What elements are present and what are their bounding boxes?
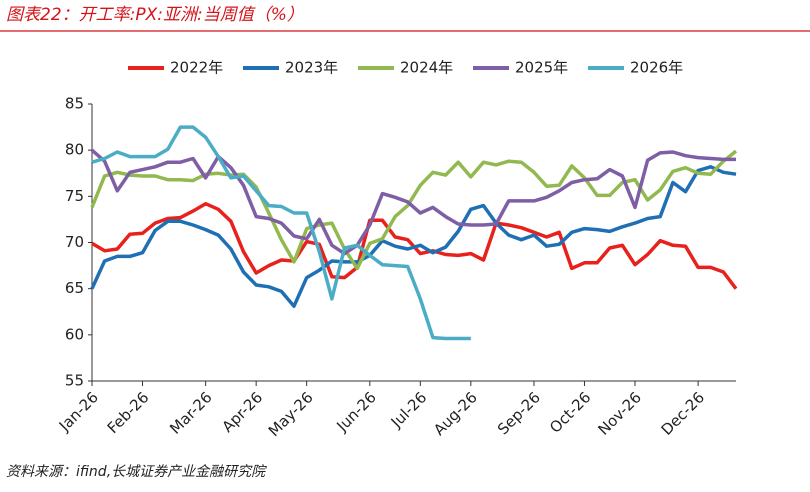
y-tick-label: 85 [65, 95, 84, 113]
x-tick-label: Jun-26 [332, 388, 379, 435]
y-tick-label: 75 [65, 187, 84, 205]
x-tick-label: Oct-26 [546, 388, 594, 436]
x-tick-label: Dec-26 [658, 388, 709, 439]
y-tick-label: 60 [65, 325, 84, 343]
legend-label: 2025年 [515, 59, 568, 77]
legend-label: 2026年 [630, 59, 683, 77]
x-tick-label: May-26 [265, 388, 317, 440]
x-tick-label: Jul-26 [387, 388, 431, 432]
y-tick-label: 70 [65, 233, 84, 251]
series-line [91, 125, 471, 341]
series-line [90, 149, 738, 271]
y-tick-label: 80 [65, 141, 84, 159]
series-line [90, 165, 737, 308]
x-tick-label: Aug-26 [430, 388, 481, 439]
legend-label: 2024年 [400, 59, 453, 77]
chart-title: 图表22：开工率:PX:亚洲:当周值（%） [6, 5, 304, 25]
legend-label: 2023年 [285, 59, 338, 77]
x-tick-label: Jan-26 [55, 388, 102, 435]
series-line [90, 148, 736, 256]
x-tick-label: Mar-26 [166, 388, 215, 437]
y-tick-label: 55 [65, 372, 84, 390]
x-tick-label: Nov-26 [595, 388, 645, 438]
source-note: 资料来源：ifind,长城证券产业金融研究院 [6, 464, 267, 480]
x-tick-label: Apr-26 [218, 388, 266, 436]
legend-label: 2022年 [170, 59, 223, 77]
x-tick-label: Feb-26 [104, 388, 153, 437]
x-tick-label: Sep-26 [494, 388, 544, 438]
y-tick-label: 65 [65, 279, 84, 297]
